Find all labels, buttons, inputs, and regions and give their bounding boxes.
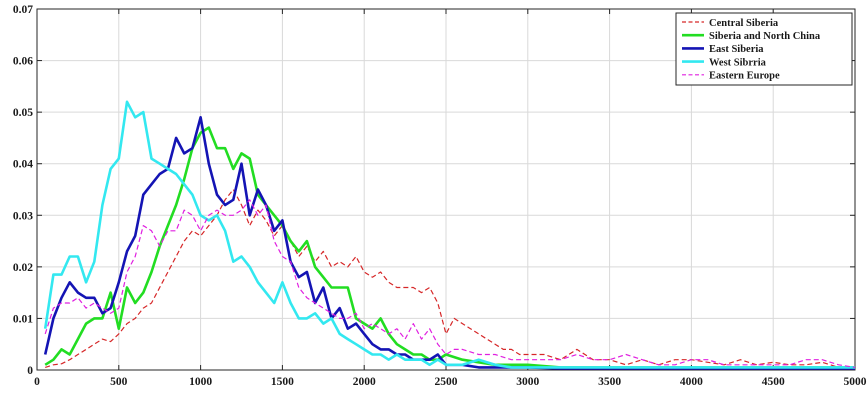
y-tick-label: 0.03 [13,210,33,222]
y-tick-label: 0.02 [13,262,33,274]
x-tick-label: 4000 [680,376,703,388]
x-tick-label: 500 [110,376,128,388]
y-tick-label: 0.07 [13,4,33,16]
x-tick-label: 3500 [598,376,621,388]
legend-label: West Sibrria [709,57,767,68]
legend-box [675,12,853,86]
y-tick-label: 0 [27,365,33,377]
y-tick-label: 0.06 [13,56,33,68]
legend-label: East Siberia [709,44,764,55]
x-tick-label: 3000 [516,376,539,388]
axes: 0 500 1000 1500 2000 2500 3000 3500 4000 4500 5000… [13,4,867,388]
legend-label: Siberia and North China [709,31,821,42]
series-lines [43,100,856,370]
y-tick-label: 0.04 [13,159,33,171]
x-tick-label: 0 [34,376,40,388]
x-tick-label: 2500 [435,376,458,388]
series-line-siberia-and-north-china [44,126,855,369]
x-tick-label: 1500 [271,376,294,388]
legend: Central Siberia Siberia and North China Ea… [675,12,853,86]
x-tick-label: 5000 [844,376,867,388]
series-line-west-sibrria [43,100,855,369]
x-tick-label: 4500 [762,376,785,388]
series-line-central-siberia [45,188,855,368]
x-tick-label: 1000 [189,376,212,388]
legend-label: Central Siberia [709,18,779,29]
y-tick-label: 0.05 [13,107,33,119]
y-tick-label: 0.01 [13,313,33,325]
x-tick-label: 2000 [353,376,376,388]
series-line-eastern-europe [44,199,856,368]
legend-label: Eastern Europe [709,71,780,82]
